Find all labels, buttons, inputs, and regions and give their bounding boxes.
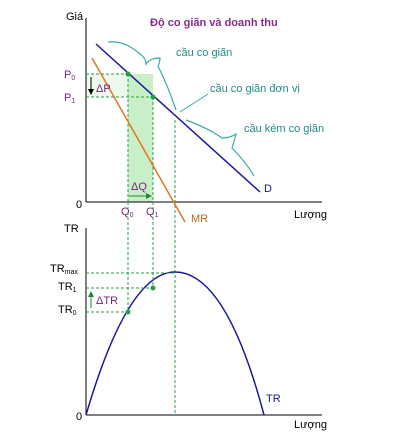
bottom-y-label: TR bbox=[64, 223, 79, 235]
tr1-label: TR1 bbox=[58, 281, 77, 294]
point-a bbox=[125, 71, 131, 77]
point-tr1 bbox=[150, 285, 156, 291]
point-b bbox=[150, 94, 156, 100]
brace-inelastic bbox=[185, 119, 255, 177]
p0-label: P0 bbox=[64, 69, 75, 82]
bottom-x-label: Lượng bbox=[294, 419, 327, 431]
annotation-elastic: cầu co giãn bbox=[176, 47, 232, 59]
tr-curve bbox=[85, 271, 265, 416]
delta-tr-label: ΔTR bbox=[96, 295, 118, 307]
bottom-origin: 0 bbox=[76, 411, 82, 423]
p1-label: P1 bbox=[64, 92, 75, 105]
tr0-label: TR0 bbox=[58, 304, 77, 317]
trmax-label: TRmax bbox=[50, 263, 78, 276]
point-tr0 bbox=[125, 309, 131, 315]
brace-elastic bbox=[107, 41, 177, 111]
demand-label: D bbox=[264, 183, 272, 195]
annotation-unit-elastic: cầu co giãn đơn vị bbox=[210, 83, 300, 95]
mr-label: MR bbox=[191, 213, 208, 225]
tr-curve-label: TR bbox=[266, 393, 281, 405]
q1-label: Q1 bbox=[146, 206, 159, 219]
top-x-label: Lượng bbox=[294, 209, 327, 221]
q0-label: Q0 bbox=[121, 206, 134, 219]
shade-price-gain bbox=[128, 74, 153, 202]
annotation-inelastic: cầu kém co giãn bbox=[244, 123, 324, 135]
delta-p-label: ΔP bbox=[96, 83, 111, 95]
unit-elastic-pointer bbox=[179, 93, 209, 113]
diagram-title: Độ co giãn và doanh thu bbox=[150, 17, 278, 29]
delta-q-label: ΔQ bbox=[131, 181, 147, 193]
demand-line bbox=[95, 43, 261, 193]
mr-line bbox=[91, 57, 186, 223]
top-origin: 0 bbox=[76, 199, 82, 211]
top-y-label: Giá bbox=[66, 11, 84, 23]
